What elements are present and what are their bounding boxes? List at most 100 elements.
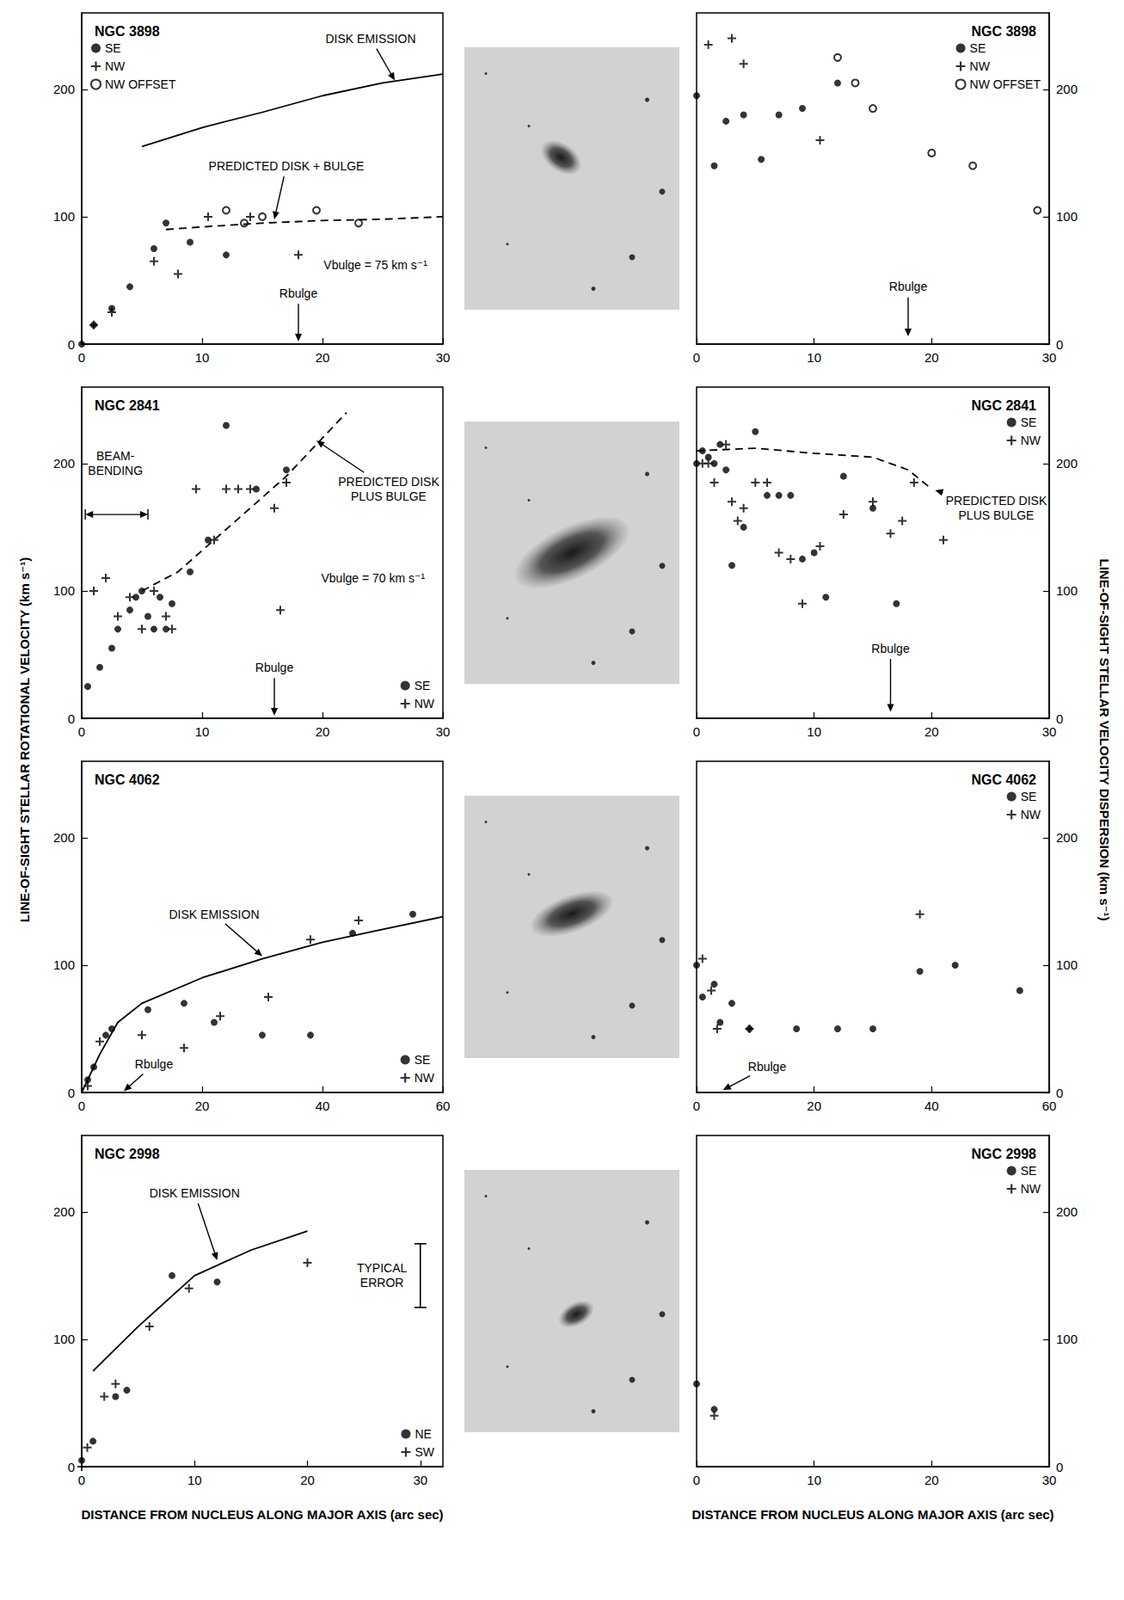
svg-text:PREDICTED DISK: PREDICTED DISK [337,474,440,489]
svg-text:0: 0 [693,724,701,739]
svg-text:200: 200 [1056,455,1078,471]
svg-text:60: 60 [436,1098,451,1113]
svg-text:20: 20 [806,1098,822,1113]
svg-text:20: 20 [315,724,331,739]
svg-text:20: 20 [924,724,940,739]
svg-text:40: 40 [315,1098,331,1113]
svg-text:30: 30 [1042,724,1057,739]
svg-text:10: 10 [806,1472,822,1487]
svg-text:SE: SE [1020,789,1038,804]
svg-text:SE: SE [1020,415,1038,430]
svg-text:NW OFFSET: NW OFFSET [104,77,177,92]
svg-text:100: 100 [1056,583,1078,598]
svg-text:20: 20 [195,1098,210,1113]
svg-text:DISTANCE FROM NUCLEUS ALONG MA: DISTANCE FROM NUCLEUS ALONG MAJOR AXIS (… [691,1506,1054,1522]
svg-text:NGC 2998: NGC 2998 [970,1146,1037,1161]
svg-text:40: 40 [924,1098,940,1113]
svg-text:0: 0 [1056,711,1063,726]
svg-text:DISTANCE FROM NUCLEUS ALONG MA: DISTANCE FROM NUCLEUS ALONG MAJOR AXIS (… [80,1506,443,1522]
svg-text:100: 100 [1056,957,1078,972]
svg-text:0: 0 [693,1472,701,1487]
svg-text:100: 100 [53,957,75,972]
svg-text:NGC 4062: NGC 4062 [94,772,160,787]
svg-text:PLUS BULGE: PLUS BULGE [958,508,1035,523]
svg-text:NGC 2841: NGC 2841 [94,398,160,413]
svg-text:PREDICTED DISK + BULGE: PREDICTED DISK + BULGE [208,159,365,173]
svg-text:0: 0 [1056,1085,1063,1100]
svg-text:SE: SE [970,41,987,56]
svg-text:0: 0 [693,350,701,365]
svg-text:ERROR: ERROR [360,1275,405,1290]
svg-text:SW: SW [414,1444,435,1459]
svg-text:BENDING: BENDING [87,463,143,478]
svg-text:Rbulge: Rbulge [255,660,295,675]
svg-text:NW: NW [970,59,991,74]
svg-text:20: 20 [924,1472,940,1487]
svg-text:LINE-OF-SIGHT STELLAR ROTATION: LINE-OF-SIGHT STELLAR ROTATIONAL VELOCIT… [17,557,32,922]
svg-text:0: 0 [78,1472,86,1487]
svg-text:30: 30 [1042,350,1057,365]
svg-text:30: 30 [436,350,451,365]
svg-text:DISK EMISSION: DISK EMISSION [168,907,259,922]
svg-text:20: 20 [924,350,940,365]
svg-text:NW: NW [1020,1181,1042,1196]
svg-text:NGC 2841: NGC 2841 [970,398,1037,413]
svg-text:0: 0 [67,1459,75,1475]
svg-text:0: 0 [78,1098,86,1113]
svg-text:Rbulge: Rbulge [135,1056,174,1071]
svg-text:NW: NW [414,1070,436,1085]
svg-text:Vbulge = 75 km s⁻¹: Vbulge = 75 km s⁻¹ [323,257,428,272]
svg-text:200: 200 [53,1203,75,1219]
svg-text:SE: SE [104,41,122,56]
svg-text:10: 10 [806,350,822,365]
svg-text:Rbulge: Rbulge [748,1059,787,1074]
svg-text:30: 30 [412,1472,428,1487]
svg-text:NW: NW [1020,807,1042,822]
svg-text:0: 0 [67,337,75,352]
svg-text:20: 20 [315,350,331,365]
svg-text:200: 200 [53,455,75,471]
svg-text:200: 200 [1056,829,1078,845]
svg-text:0: 0 [78,350,86,365]
svg-text:DISK EMISSION: DISK EMISSION [149,1185,240,1200]
svg-text:DISK EMISSION: DISK EMISSION [325,31,416,46]
svg-text:200: 200 [53,829,75,845]
svg-text:Rbulge: Rbulge [889,279,928,294]
svg-text:200: 200 [53,81,75,97]
svg-text:0: 0 [1056,1459,1063,1475]
svg-text:200: 200 [1056,1203,1078,1219]
svg-text:100: 100 [53,583,75,598]
svg-text:NGC 2998: NGC 2998 [94,1146,160,1161]
svg-text:TYPICAL: TYPICAL [356,1260,408,1275]
svg-text:SE: SE [1020,1163,1038,1178]
svg-text:0: 0 [67,1085,75,1100]
svg-text:Rbulge: Rbulge [871,641,910,656]
svg-text:0: 0 [693,1098,701,1113]
svg-text:100: 100 [53,1331,75,1346]
svg-text:SE: SE [414,1052,431,1067]
svg-text:NW: NW [1020,433,1042,448]
svg-text:100: 100 [1056,1331,1078,1346]
svg-text:BEAM-: BEAM- [96,448,136,463]
svg-text:100: 100 [53,208,75,224]
svg-text:0: 0 [67,711,75,726]
svg-text:100: 100 [1056,208,1078,224]
svg-text:10: 10 [195,724,210,739]
svg-text:10: 10 [187,1472,203,1487]
svg-text:0: 0 [78,724,86,739]
svg-text:10: 10 [806,724,822,739]
svg-text:PREDICTED DISK: PREDICTED DISK [945,493,1048,508]
svg-text:NGC 4062: NGC 4062 [970,772,1037,787]
svg-text:NW: NW [414,696,436,711]
svg-text:Rbulge: Rbulge [279,286,319,301]
svg-text:200: 200 [1056,81,1078,97]
svg-text:30: 30 [1042,1472,1057,1487]
svg-text:NW: NW [104,59,126,74]
svg-text:NE: NE [414,1426,431,1441]
svg-text:30: 30 [436,724,451,739]
svg-text:PLUS BULGE: PLUS BULGE [350,489,427,504]
svg-text:NW OFFSET: NW OFFSET [970,77,1042,92]
svg-text:LINE-OF-SIGHT STELLAR VELOCITY: LINE-OF-SIGHT STELLAR VELOCITY DISPERSIO… [1097,558,1112,921]
svg-text:SE: SE [414,678,431,693]
svg-text:10: 10 [195,350,210,365]
